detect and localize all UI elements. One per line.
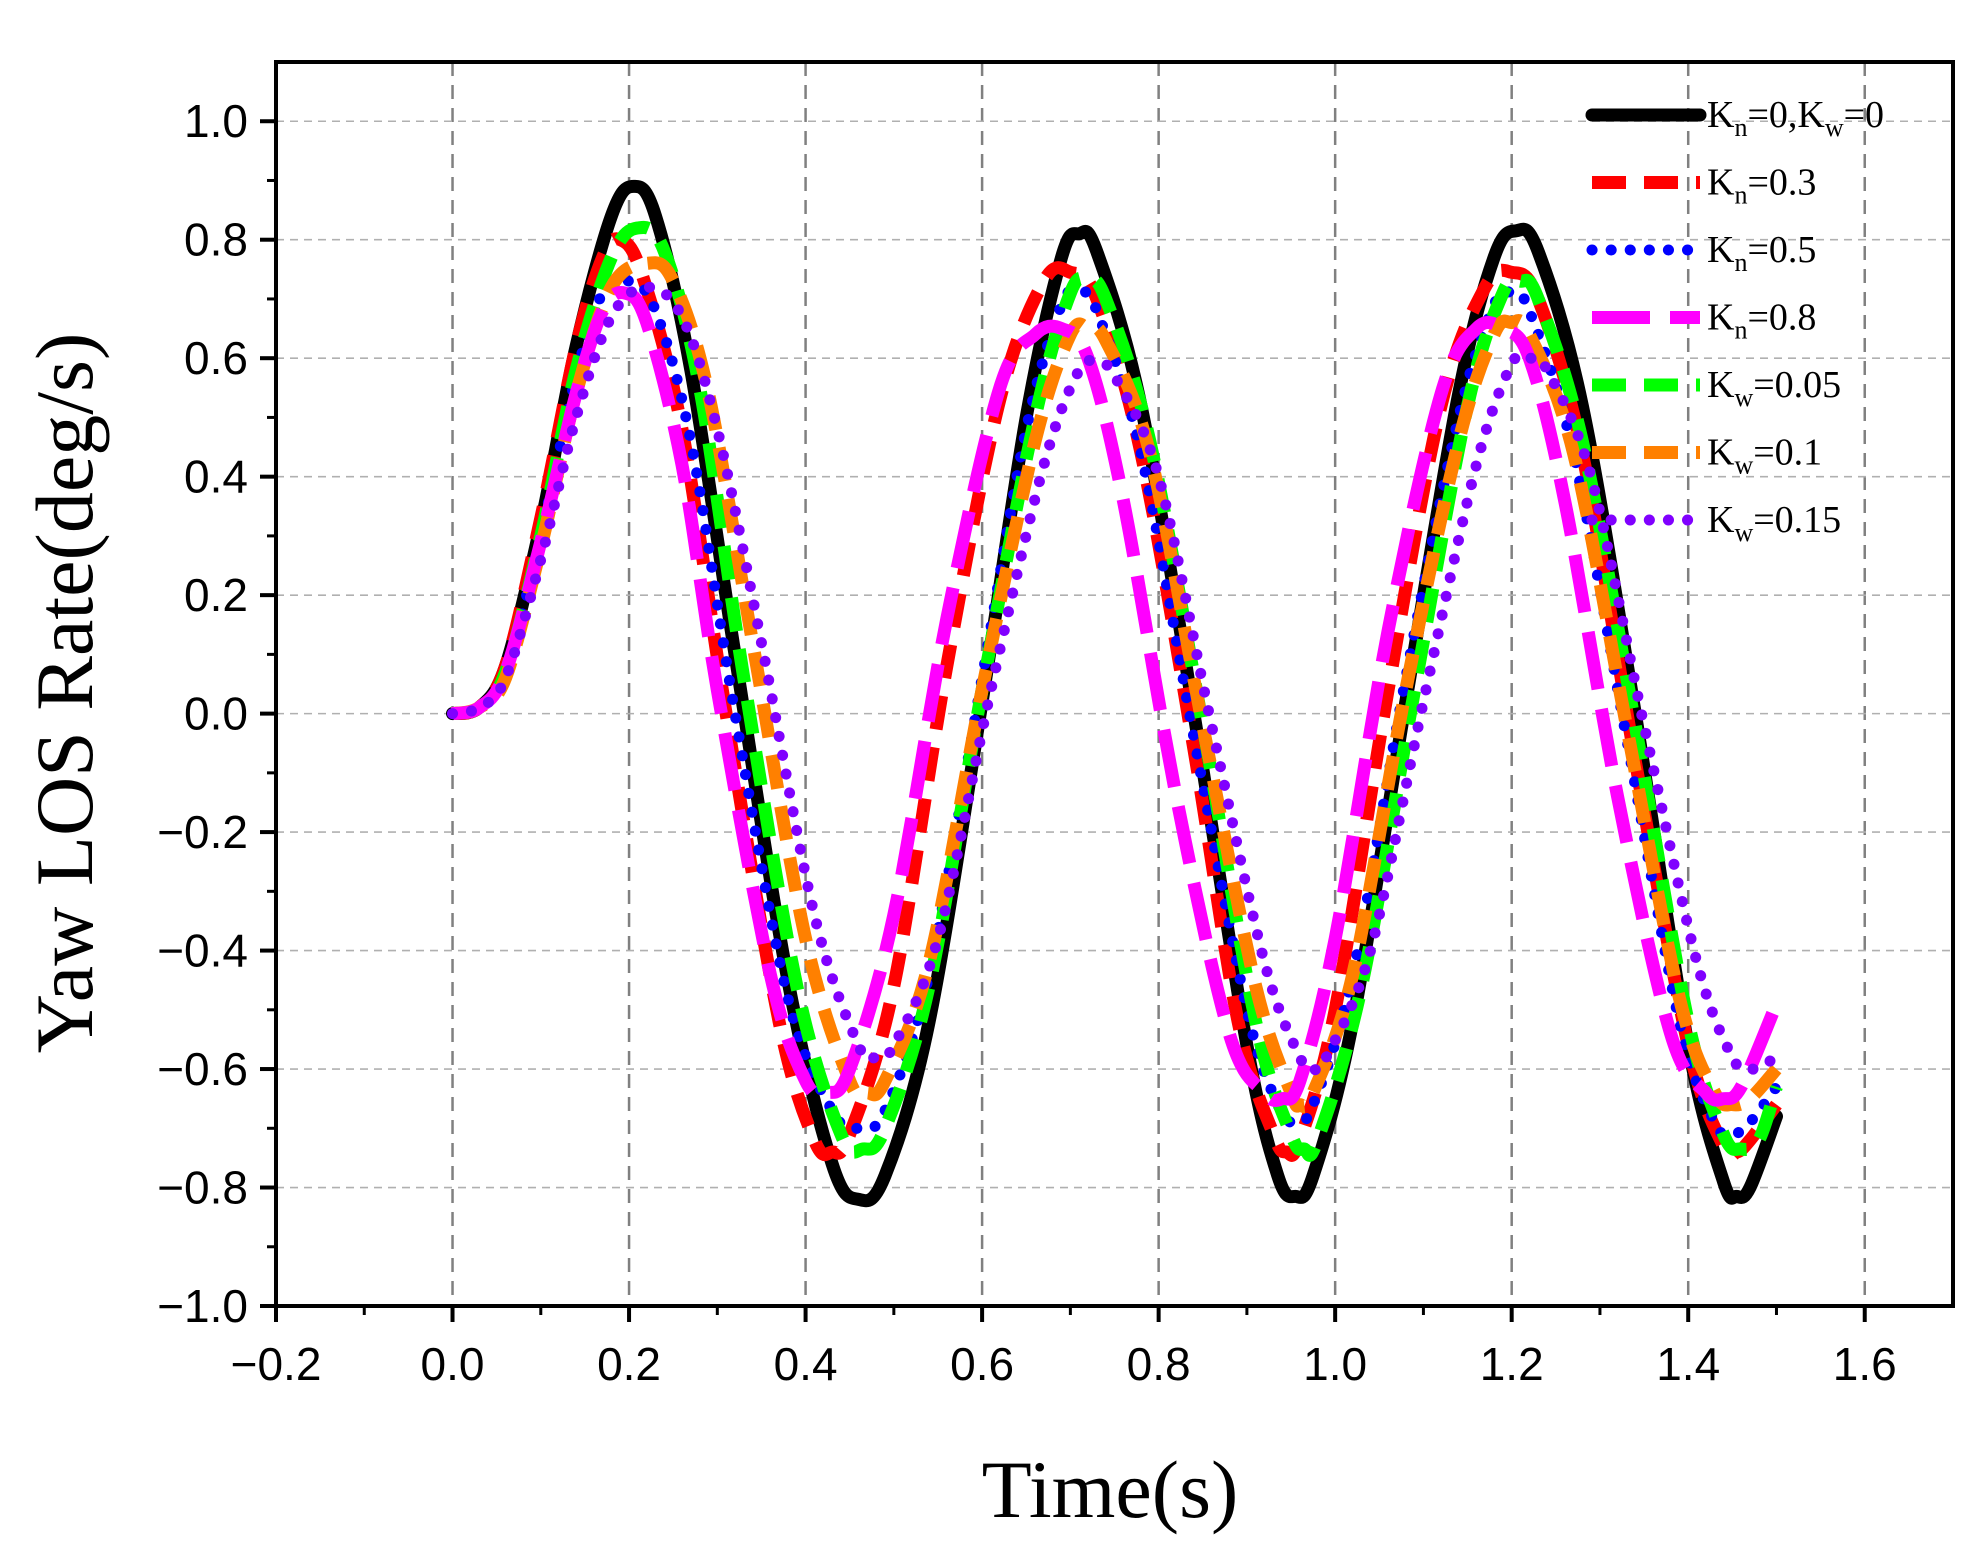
x-axis-title: Time(s) [982, 1444, 1239, 1535]
legend-label: Kw=0.15 [1707, 499, 1841, 547]
legend-label: Kw=0.05 [1707, 364, 1841, 412]
series-line [451, 220, 1783, 1162]
legend-label: Kn=0.3 [1707, 162, 1816, 210]
y-tick-label: 0.8 [184, 214, 248, 266]
series-lines [446, 179, 1783, 1208]
legend-label: Kn=0.5 [1707, 229, 1816, 277]
axis-ticks: −0.2 0.0 0.2 0.4 0.6 0.8 1.0 1.2 1.4 1.6 −1.0 −0.8 −… [157, 95, 1897, 1390]
series-line [447, 281, 1782, 1076]
y-tick-label: 0.6 [184, 332, 248, 384]
y-tick-label: −0.6 [157, 1043, 248, 1095]
y-tick-label: 0.2 [184, 569, 248, 621]
y-tick-label: 1.0 [184, 95, 248, 147]
legend-label: Kn=0.8 [1707, 297, 1816, 345]
y-tick-label: −0.2 [157, 806, 248, 858]
legend-label: Kn=0,Kw=0 [1707, 94, 1884, 142]
x-tick-label: −0.2 [231, 1338, 322, 1390]
legend: Kn=0,Kw=0 Kn=0.3 Kn=0.5 Kn=0.8 Kw=0.05 Kw=0.1… [1585, 94, 1884, 547]
y-tick-label: 0.4 [184, 451, 248, 503]
plot-frame [274, 60, 1955, 1308]
x-tick-label: 0.2 [597, 1338, 661, 1390]
y-axis-title: Yaw LOS Rate(deg/s) [19, 333, 110, 1054]
legend-label: Kw=0.1 [1707, 432, 1822, 480]
x-tick-label: 1.0 [1303, 1338, 1367, 1390]
series-line [451, 286, 1783, 1108]
x-tick-label: 0.4 [774, 1338, 838, 1390]
y-tick-label: 0.0 [184, 688, 248, 740]
y-tick-label: −0.4 [157, 925, 248, 977]
x-tick-label: 0.0 [421, 1338, 485, 1390]
y-tick-label: −0.8 [157, 1162, 248, 1214]
x-tick-label: 1.2 [1480, 1338, 1544, 1390]
x-tick-label: 1.6 [1833, 1338, 1897, 1390]
series-line [451, 256, 1782, 1114]
x-tick-label: 0.6 [950, 1338, 1014, 1390]
y-tick-label: −1.0 [157, 1280, 248, 1332]
x-tick-label: 1.4 [1656, 1338, 1720, 1390]
plot-border [274, 60, 1955, 1308]
x-tick-label: 0.8 [1127, 1338, 1191, 1390]
